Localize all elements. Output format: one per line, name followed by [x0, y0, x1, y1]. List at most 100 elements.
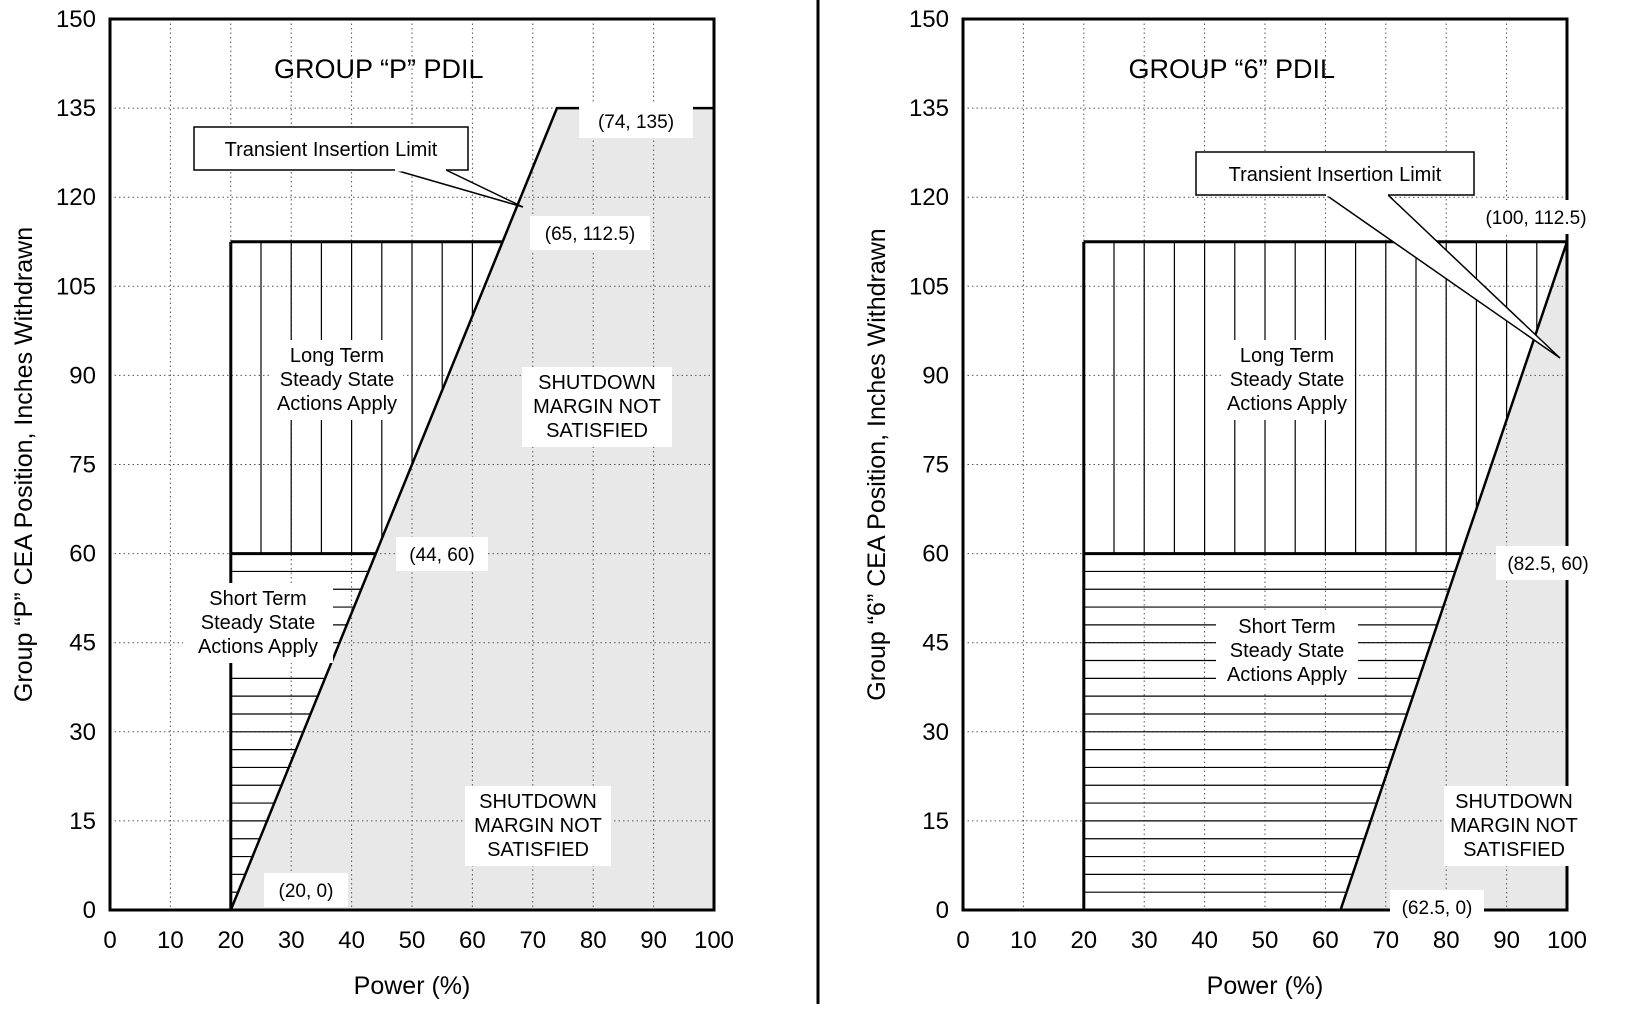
y-tick-label: 15 [69, 808, 96, 835]
x-tick-label: 70 [1372, 927, 1399, 954]
long-term-label-bg [271, 340, 403, 420]
short-term-label-bg [183, 583, 333, 663]
y-tick-label: 105 [56, 273, 96, 300]
short-term-label-line-3: Actions Apply [1227, 664, 1347, 686]
y-tick-label: 60 [922, 541, 949, 568]
long-term-label-line-1: Long Term [1240, 345, 1334, 367]
shutdown-lower-label-line-2: MARGIN NOT [474, 815, 602, 837]
callout-label: Transient Insertion Limit [1229, 164, 1442, 186]
long-term-label-bg [1221, 340, 1353, 420]
point-label-bg [1472, 200, 1600, 234]
point-label: (74, 135) [598, 112, 674, 133]
x-tick-label: 90 [640, 927, 667, 954]
x-tick-label: 10 [157, 927, 184, 954]
long-term-label-line-2: Steady State [280, 369, 395, 391]
shutdown-upper-label-line-1: SHUTDOWN [538, 372, 656, 394]
plot-frame [961, 17, 1569, 912]
y-tick-label: 120 [56, 184, 96, 211]
plot-frame [108, 17, 716, 912]
y-tick-label: 105 [909, 273, 949, 300]
point-label: (62.5, 0) [1402, 898, 1473, 919]
shutdown-lower-label-line-1: SHUTDOWN [1455, 791, 1573, 813]
chart-title: GROUP “6” PDIL [1128, 54, 1335, 84]
short-term-label-line-1: Short Term [209, 588, 306, 610]
short-term-label-line-2: Steady State [1230, 640, 1345, 662]
point-label-bg [396, 537, 488, 571]
y-tick-label: 150 [909, 6, 949, 33]
point-label: (44, 60) [409, 545, 474, 566]
shutdown-lower-label-line-3: SATISFIED [487, 839, 589, 861]
x-tick-label: 100 [1547, 927, 1587, 954]
long-term-label-line-3: Actions Apply [1227, 393, 1347, 415]
y-tick-label: 90 [922, 362, 949, 389]
shutdown-upper-label-line-3: SATISFIED [546, 420, 648, 442]
y-tick-label: 135 [909, 95, 949, 122]
shutdown-area [963, 241, 1567, 910]
shutdown-upper-label-line-2: MARGIN NOT [533, 396, 661, 418]
x-tick-label: 40 [1191, 927, 1218, 954]
x-tick-label: 50 [1252, 927, 1279, 954]
chart-panel-1: 0 10 20 30 40 50 60 70 80 90 100 0 15 30 45 60 75 90 105 12… [10, 6, 734, 1000]
x-tick-label: 30 [278, 927, 305, 954]
shutdown-lower-label-line-3: SATISFIED [1463, 839, 1565, 861]
shutdown-area [110, 108, 714, 911]
long-term-label-line-2: Steady State [1230, 369, 1345, 391]
y-tick-label: 60 [69, 541, 96, 568]
x-tick-label: 40 [338, 927, 365, 954]
y-tick-label: 0 [83, 897, 96, 924]
callout-label: Transient Insertion Limit [225, 139, 438, 161]
long-term-label-line-3: Actions Apply [277, 393, 397, 415]
chart-title: GROUP “P” PDIL [274, 54, 484, 84]
y-tick-label: 0 [936, 897, 949, 924]
short-term-label-line-3: Actions Apply [198, 636, 318, 658]
y-tick-label: 150 [56, 6, 96, 33]
y-tick-label: 75 [922, 452, 949, 479]
point-label-bg [1390, 890, 1484, 924]
y-tick-label: 120 [909, 184, 949, 211]
callout-box [193, 126, 469, 171]
point-label-bg [1496, 546, 1600, 580]
point-label: (65, 112.5) [545, 224, 635, 245]
x-tick-label: 80 [1433, 927, 1460, 954]
x-tick-label: 80 [580, 927, 607, 954]
callout-box [1195, 151, 1475, 196]
shutdown-upper-label-bg [522, 367, 672, 447]
point-label: (82.5, 60) [1507, 554, 1588, 575]
point-label-bg [264, 873, 348, 907]
short-term-hatch [1083, 570, 1456, 893]
x-tick-label: 60 [459, 927, 486, 954]
long-term-label-line-1: Long Term [290, 345, 384, 367]
x-tick-label: 20 [217, 927, 244, 954]
point-label-bg [530, 216, 650, 250]
x-tick-label: 90 [1493, 927, 1520, 954]
y-tick-label: 135 [56, 95, 96, 122]
point-label: (100, 112.5) [1485, 208, 1586, 229]
y-tick-label: 75 [69, 452, 96, 479]
short-term-label-bg [1216, 611, 1358, 691]
x-tick-label: 0 [103, 927, 116, 954]
shutdown-lower-label-line-2: MARGIN NOT [1450, 815, 1578, 837]
x-tick-label: 70 [519, 927, 546, 954]
shutdown-lower-label-bg [465, 786, 611, 866]
y-tick-label: 90 [69, 362, 96, 389]
short-term-label-line-2: Steady State [201, 612, 316, 634]
chart-panel-2: 0 10 20 30 40 50 60 70 80 90 100 0 15 30 45 60 75 90 105 12… [863, 6, 1600, 1000]
point-label-bg [579, 104, 693, 138]
y-axis-label: Group “6” CEA Position, Inches Withdrawn [863, 228, 891, 700]
short-term-label-line-1: Short Term [1238, 616, 1335, 638]
y-tick-label: 15 [922, 808, 949, 835]
x-tick-label: 30 [1131, 927, 1158, 954]
x-axis-label: Power (%) [354, 972, 471, 1000]
y-tick-label: 30 [69, 719, 96, 746]
x-tick-label: 20 [1070, 927, 1097, 954]
x-tick-label: 60 [1312, 927, 1339, 954]
y-axis-label: Group “P” CEA Position, Inches Withdrawn [10, 227, 38, 702]
y-tick-label: 30 [922, 719, 949, 746]
x-axis-label: Power (%) [1207, 972, 1324, 1000]
x-tick-label: 10 [1010, 927, 1037, 954]
shutdown-lower-label-bg [1444, 786, 1584, 866]
x-tick-label: 100 [694, 927, 734, 954]
x-tick-label: 0 [956, 927, 969, 954]
x-tick-label: 50 [399, 927, 426, 954]
